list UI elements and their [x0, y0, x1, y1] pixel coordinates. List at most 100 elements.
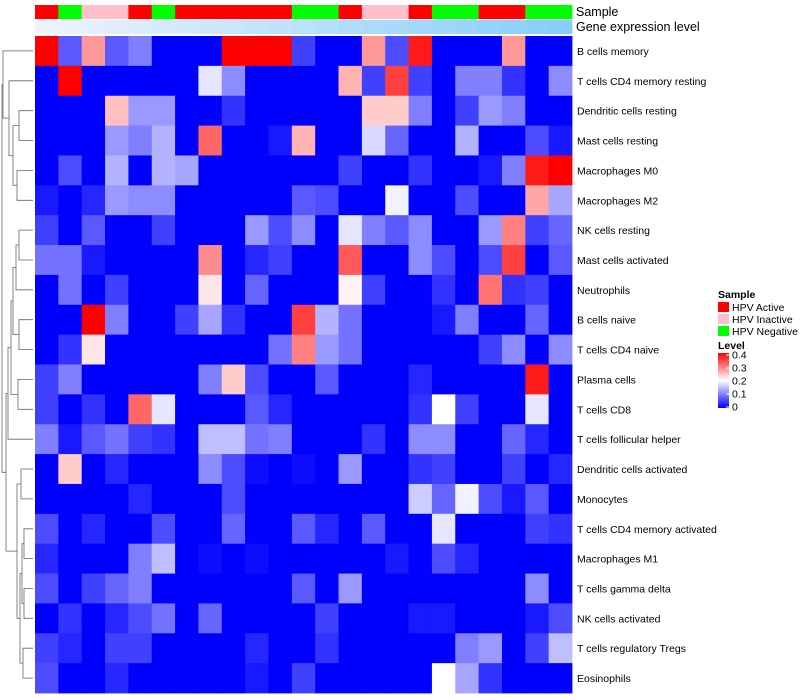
row-label: T cells follicular helper [577, 434, 681, 446]
heatmap-cell [198, 364, 223, 395]
heatmap-cell [268, 573, 293, 604]
heatmap-cell [291, 125, 316, 156]
legend-tick-label: 0 [732, 402, 738, 414]
heatmap-cell [105, 125, 129, 156]
heatmap-cell [315, 65, 339, 97]
row-label: NK cells resting [577, 225, 650, 237]
heatmap-cell [338, 125, 363, 156]
heatmap-cell [245, 65, 269, 97]
heatmap-cell [128, 364, 153, 395]
heatmap-cell [105, 155, 129, 186]
heatmap-cell [548, 633, 573, 664]
heatmap-cell [81, 65, 106, 97]
heatmap-cell [175, 215, 199, 246]
heatmap-cell [221, 633, 246, 664]
heatmap-cell [198, 603, 223, 634]
heatmap-cell [315, 36, 339, 67]
heatmap-cell [58, 274, 83, 306]
heatmap-cell [198, 155, 223, 186]
heatmap-cell [548, 424, 573, 455]
heatmap-cell [408, 573, 433, 604]
row-label: T cells gamma delta [577, 584, 671, 596]
heatmap-cell [81, 573, 106, 604]
heatmap-cell [361, 125, 386, 156]
heatmap-cell [291, 603, 316, 634]
heatmap-cell [175, 65, 199, 97]
expression-annotation-cell [128, 20, 153, 34]
expression-annotation-cell [198, 20, 223, 34]
legend-color-bar [718, 353, 729, 408]
expression-annotation-cell [478, 20, 503, 34]
heatmap-cell [291, 274, 316, 306]
heatmap-cell [548, 483, 573, 515]
heatmap-cell [151, 543, 176, 574]
dendrogram-branch [15, 244, 33, 291]
heatmap-cell [245, 274, 269, 306]
heatmap-cell [478, 633, 503, 664]
heatmap-cell [525, 573, 550, 604]
heatmap-cell [175, 394, 199, 425]
heatmap-cell [501, 603, 526, 634]
heatmap-cell [338, 513, 363, 545]
sample-annotation-cell [35, 5, 59, 19]
heatmap-cell [455, 633, 480, 664]
heatmap-cell [128, 185, 153, 216]
heatmap-cell [501, 245, 526, 276]
heatmap-cell [198, 483, 223, 515]
heatmap-cell [35, 155, 59, 186]
heatmap-cell [291, 185, 316, 216]
expression-annotation-cell [315, 20, 339, 34]
heatmap-cell [151, 95, 176, 126]
expression-annotation-cell [338, 20, 363, 34]
heatmap-cell [501, 274, 526, 306]
expression-annotation-cell [105, 20, 129, 34]
heatmap-cell [128, 334, 153, 365]
heatmap-cell [501, 185, 526, 216]
heatmap-cell [268, 304, 293, 336]
heatmap-cell [385, 185, 409, 216]
dendrogram-branch [22, 647, 33, 679]
heatmap-cell [548, 215, 573, 246]
heatmap-cell [268, 215, 293, 246]
heatmap-cell [245, 125, 269, 156]
heatmap-cell [361, 663, 386, 694]
heatmap-cell [128, 543, 153, 574]
dendrogram-branch [2, 50, 33, 119]
heatmap-cell [525, 454, 550, 485]
legend-swatch [718, 302, 729, 312]
heatmap-cell [268, 663, 293, 694]
heatmap-cell [315, 185, 339, 216]
heatmap-cell [128, 36, 153, 67]
heatmap-cell [198, 334, 223, 365]
sample-annotation-cell [315, 5, 339, 19]
heatmap-cell [525, 274, 550, 306]
heatmap-cell [198, 573, 223, 604]
row-label: Plasma cells [577, 374, 636, 386]
heatmap-cell [268, 65, 293, 97]
dendrogram-branch [1, 84, 6, 473]
heatmap-cell [361, 185, 386, 216]
row-label: Mast cells resting [577, 136, 658, 148]
legend-tick-label: 0.1 [732, 389, 747, 401]
heatmap-cell [548, 573, 573, 604]
legend-sample-title: Sample [718, 289, 756, 301]
heatmap-cell [478, 36, 503, 67]
row-label: T cells CD4 naive [577, 345, 659, 357]
heatmap-cell [221, 36, 246, 67]
heatmap-cell [58, 95, 83, 126]
heatmap-cell [408, 65, 433, 97]
heatmap-cell [245, 364, 269, 395]
heatmap-cell [478, 215, 503, 246]
heatmap-cell [221, 245, 246, 276]
heatmap-cell [198, 245, 223, 276]
heatmap-cell [525, 215, 550, 246]
heatmap-cell [291, 573, 316, 604]
dendrogram-branch [10, 300, 18, 395]
heatmap-cell [548, 364, 573, 395]
heatmap-cell [548, 304, 573, 336]
heatmap-cell [315, 573, 339, 604]
row-label: Macrophages M2 [577, 195, 658, 207]
heatmap-cell [525, 245, 550, 276]
heatmap-cell [455, 334, 480, 365]
heatmap-cell [245, 424, 269, 455]
